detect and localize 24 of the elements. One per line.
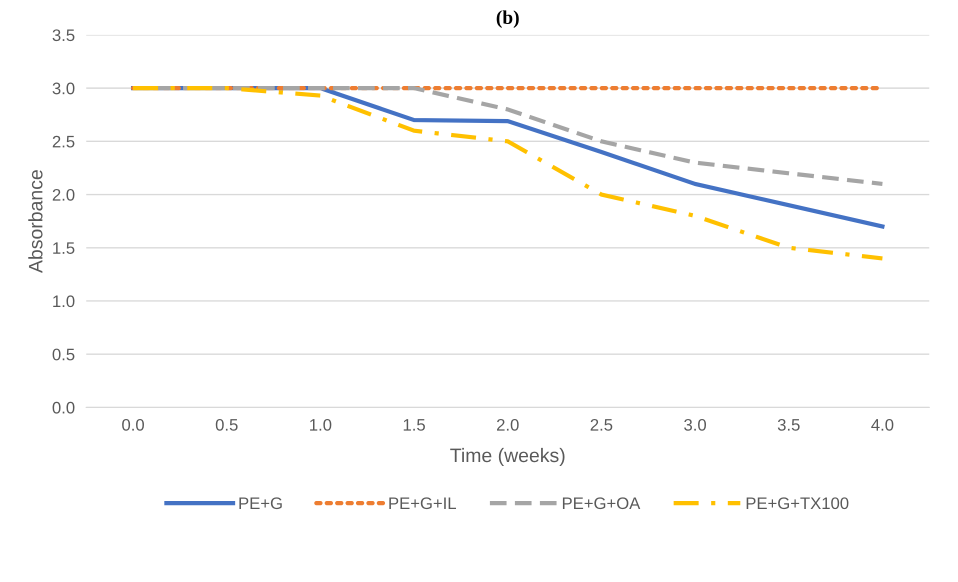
x-tick-label: 2.0 — [496, 418, 519, 431]
y-tick-label: 0.5 — [52, 348, 74, 360]
x-tick-label: 1.5 — [404, 419, 425, 431]
legend-label: PE+G — [239, 497, 282, 510]
x-tick-label: 1.0 — [310, 418, 332, 431]
x-axis-title: Time (weeks) — [450, 448, 565, 466]
x-tick-label: 3.5 — [778, 418, 800, 431]
y-tick-label: 0.0 — [52, 402, 74, 414]
x-tick-label: 0.5 — [216, 418, 238, 431]
chart-title: (b) — [496, 10, 519, 28]
y-tick-label: 2.0 — [52, 188, 74, 201]
y-tick-label: 3.5 — [52, 29, 74, 42]
legend-label: PE+G+OA — [562, 497, 640, 510]
x-tick-label: 3.0 — [684, 418, 706, 431]
x-tick-label: 0.0 — [122, 418, 144, 431]
y-tick-label: 1.0 — [53, 295, 74, 308]
y-axis-title: Absorbance — [28, 170, 43, 274]
x-tick-label: 2.5 — [590, 418, 612, 431]
legend-label: PE+G+TX100 — [746, 497, 848, 510]
legend-label: PE+G+IL — [389, 497, 456, 510]
y-tick-label: 1.5 — [53, 242, 74, 254]
y-tick-label: 2.5 — [52, 136, 74, 148]
y-tick-label: 3.0 — [52, 82, 74, 94]
x-tick-label: 4.0 — [871, 418, 894, 431]
